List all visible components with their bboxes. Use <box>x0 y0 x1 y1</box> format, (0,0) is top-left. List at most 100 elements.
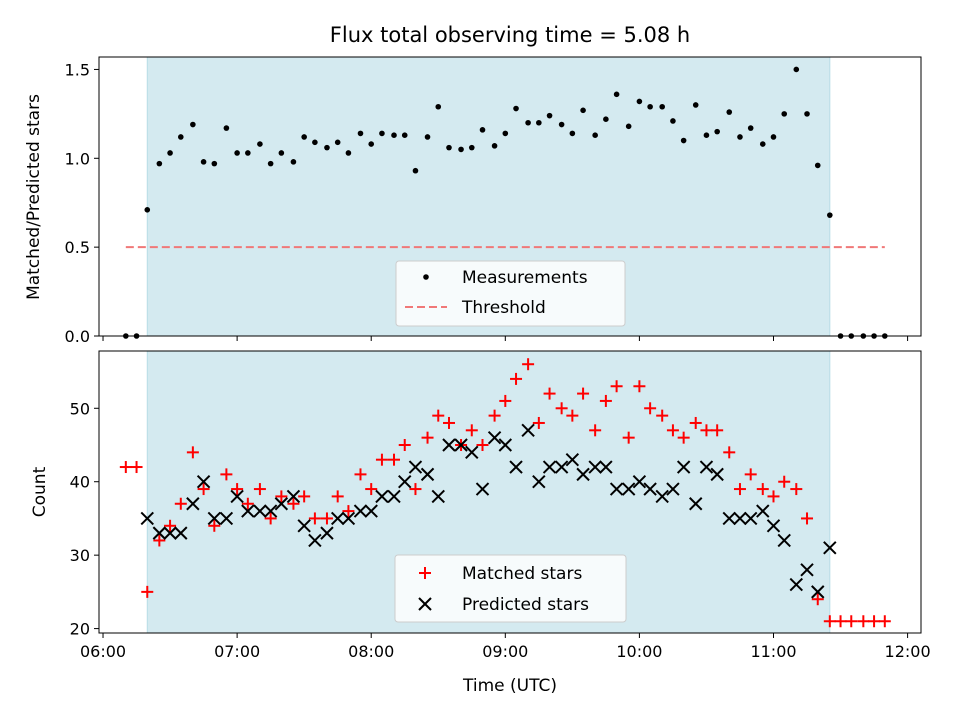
bottom-x-tick-label: 11:00 <box>750 642 796 661</box>
top-y-tick-label: 0.0 <box>65 327 90 346</box>
predicted-star-point <box>689 497 703 511</box>
predicted-star-marker-b <box>454 438 468 452</box>
matched-star-point <box>488 409 501 422</box>
measurement-point <box>257 141 263 147</box>
measurement-point <box>479 127 486 133</box>
predicted-star-point <box>722 511 736 526</box>
predicted-star-marker-b <box>174 526 188 540</box>
measurement-point <box>625 123 632 130</box>
predicted-star-marker-b <box>498 438 513 452</box>
predicted-star-marker-b <box>655 489 669 504</box>
predicted-star-point <box>241 504 255 518</box>
matched-star-point <box>543 387 556 400</box>
measurement-point <box>536 119 542 126</box>
matched-star-point <box>174 497 187 510</box>
matched-star-point <box>331 490 344 503</box>
measurement-point <box>827 212 833 218</box>
predicted-star-point <box>588 460 602 474</box>
predicted-star-point <box>756 504 770 518</box>
matched-star-point <box>197 483 210 496</box>
predicted-star-point <box>186 497 200 511</box>
matched-star-point <box>342 505 355 518</box>
chart-title: Flux total observing time = 5.08 h <box>330 23 690 47</box>
measurement-point <box>692 102 699 108</box>
predicted-star-point <box>766 519 781 533</box>
matched-star-point <box>823 615 836 628</box>
matched-star-point <box>845 615 858 628</box>
predicted-star-point <box>599 460 613 474</box>
predicted-star-marker-b <box>431 489 445 504</box>
matched-star-point <box>264 512 277 525</box>
measurement-point <box>468 144 475 151</box>
matched-star-point <box>298 490 311 503</box>
matched-star-point <box>666 424 679 437</box>
matched-star-point <box>767 490 780 503</box>
matched-star-point <box>375 453 388 466</box>
measurement-point <box>324 144 330 151</box>
measurement-point <box>747 125 754 131</box>
measurement-point <box>435 103 442 110</box>
bottom-legend-box <box>394 554 627 623</box>
predicted-star-marker-b <box>509 460 523 474</box>
bottom-x-tick-label: 12:00 <box>885 642 931 661</box>
measurement-point <box>391 132 397 138</box>
matched-star-point <box>566 409 579 422</box>
matched-star-point <box>801 512 814 525</box>
measurement-point <box>770 134 777 140</box>
predicted-star-point <box>532 475 546 489</box>
top-panel: 0.0 0.5 1.0 1.5 Flux total observing time =… <box>24 23 922 346</box>
measurement-point <box>167 150 173 156</box>
predicted-star-point <box>431 489 445 504</box>
measurement-point <box>312 139 318 146</box>
measurement-point <box>804 111 810 117</box>
matched-star-point <box>308 512 321 525</box>
measurement-point <box>491 143 498 149</box>
bottom-legend: Matched stars Predicted stars <box>394 554 627 623</box>
predicted-star-marker-b <box>320 526 334 540</box>
measurement-point <box>458 146 464 153</box>
predicted-star-marker-b <box>475 482 490 496</box>
matched-star-point <box>656 409 669 422</box>
measurement-point <box>177 134 184 140</box>
matched-star-point <box>834 615 847 628</box>
measurement-point <box>357 130 364 137</box>
measurement-point <box>525 119 531 126</box>
predicted-star-point <box>811 585 825 599</box>
predicted-stars-legend-marker <box>418 597 432 611</box>
predicted-stars-legend-label: Predicted stars <box>462 595 589 615</box>
matched-star-point <box>857 615 870 628</box>
measurement-point <box>680 137 687 144</box>
matched-star-point <box>253 483 266 496</box>
predicted-star-marker-b <box>152 526 167 540</box>
measurement-point <box>737 134 743 140</box>
matched-star-point <box>421 431 434 444</box>
measurement-point <box>569 130 576 137</box>
predicted-star-point <box>263 504 278 518</box>
matched-star-point <box>811 593 824 606</box>
predicted-star-point <box>320 526 334 540</box>
predicted-star-marker-b <box>756 504 770 518</box>
bottom-y-tick-label: 40 <box>70 473 90 492</box>
predicted-star-marker-b <box>186 497 200 511</box>
predicted-star-marker-b <box>743 511 758 526</box>
predicted-star-marker-b <box>588 460 602 474</box>
predicted-star-point <box>442 438 456 452</box>
predicted-star-point <box>465 445 479 460</box>
predicted-star-point <box>777 533 791 548</box>
predicted-star-point <box>487 430 502 445</box>
matched-star-point <box>589 424 602 437</box>
matched-stars-points <box>119 358 891 628</box>
matched-star-point <box>141 585 154 598</box>
measurement-point <box>513 105 519 112</box>
measurement-point <box>726 109 733 115</box>
predicted-star-point <box>274 497 289 511</box>
top-y-tick-label: 1.5 <box>65 60 90 79</box>
predicted-star-marker-b <box>253 504 267 518</box>
predicted-star-marker-b <box>364 504 378 518</box>
predicted-star-point <box>643 482 657 496</box>
measurement-point <box>558 121 565 128</box>
predicted-star-point <box>789 577 803 592</box>
predicted-star-point <box>576 467 590 482</box>
measurement-point <box>703 132 710 138</box>
matched-star-point <box>119 461 132 474</box>
